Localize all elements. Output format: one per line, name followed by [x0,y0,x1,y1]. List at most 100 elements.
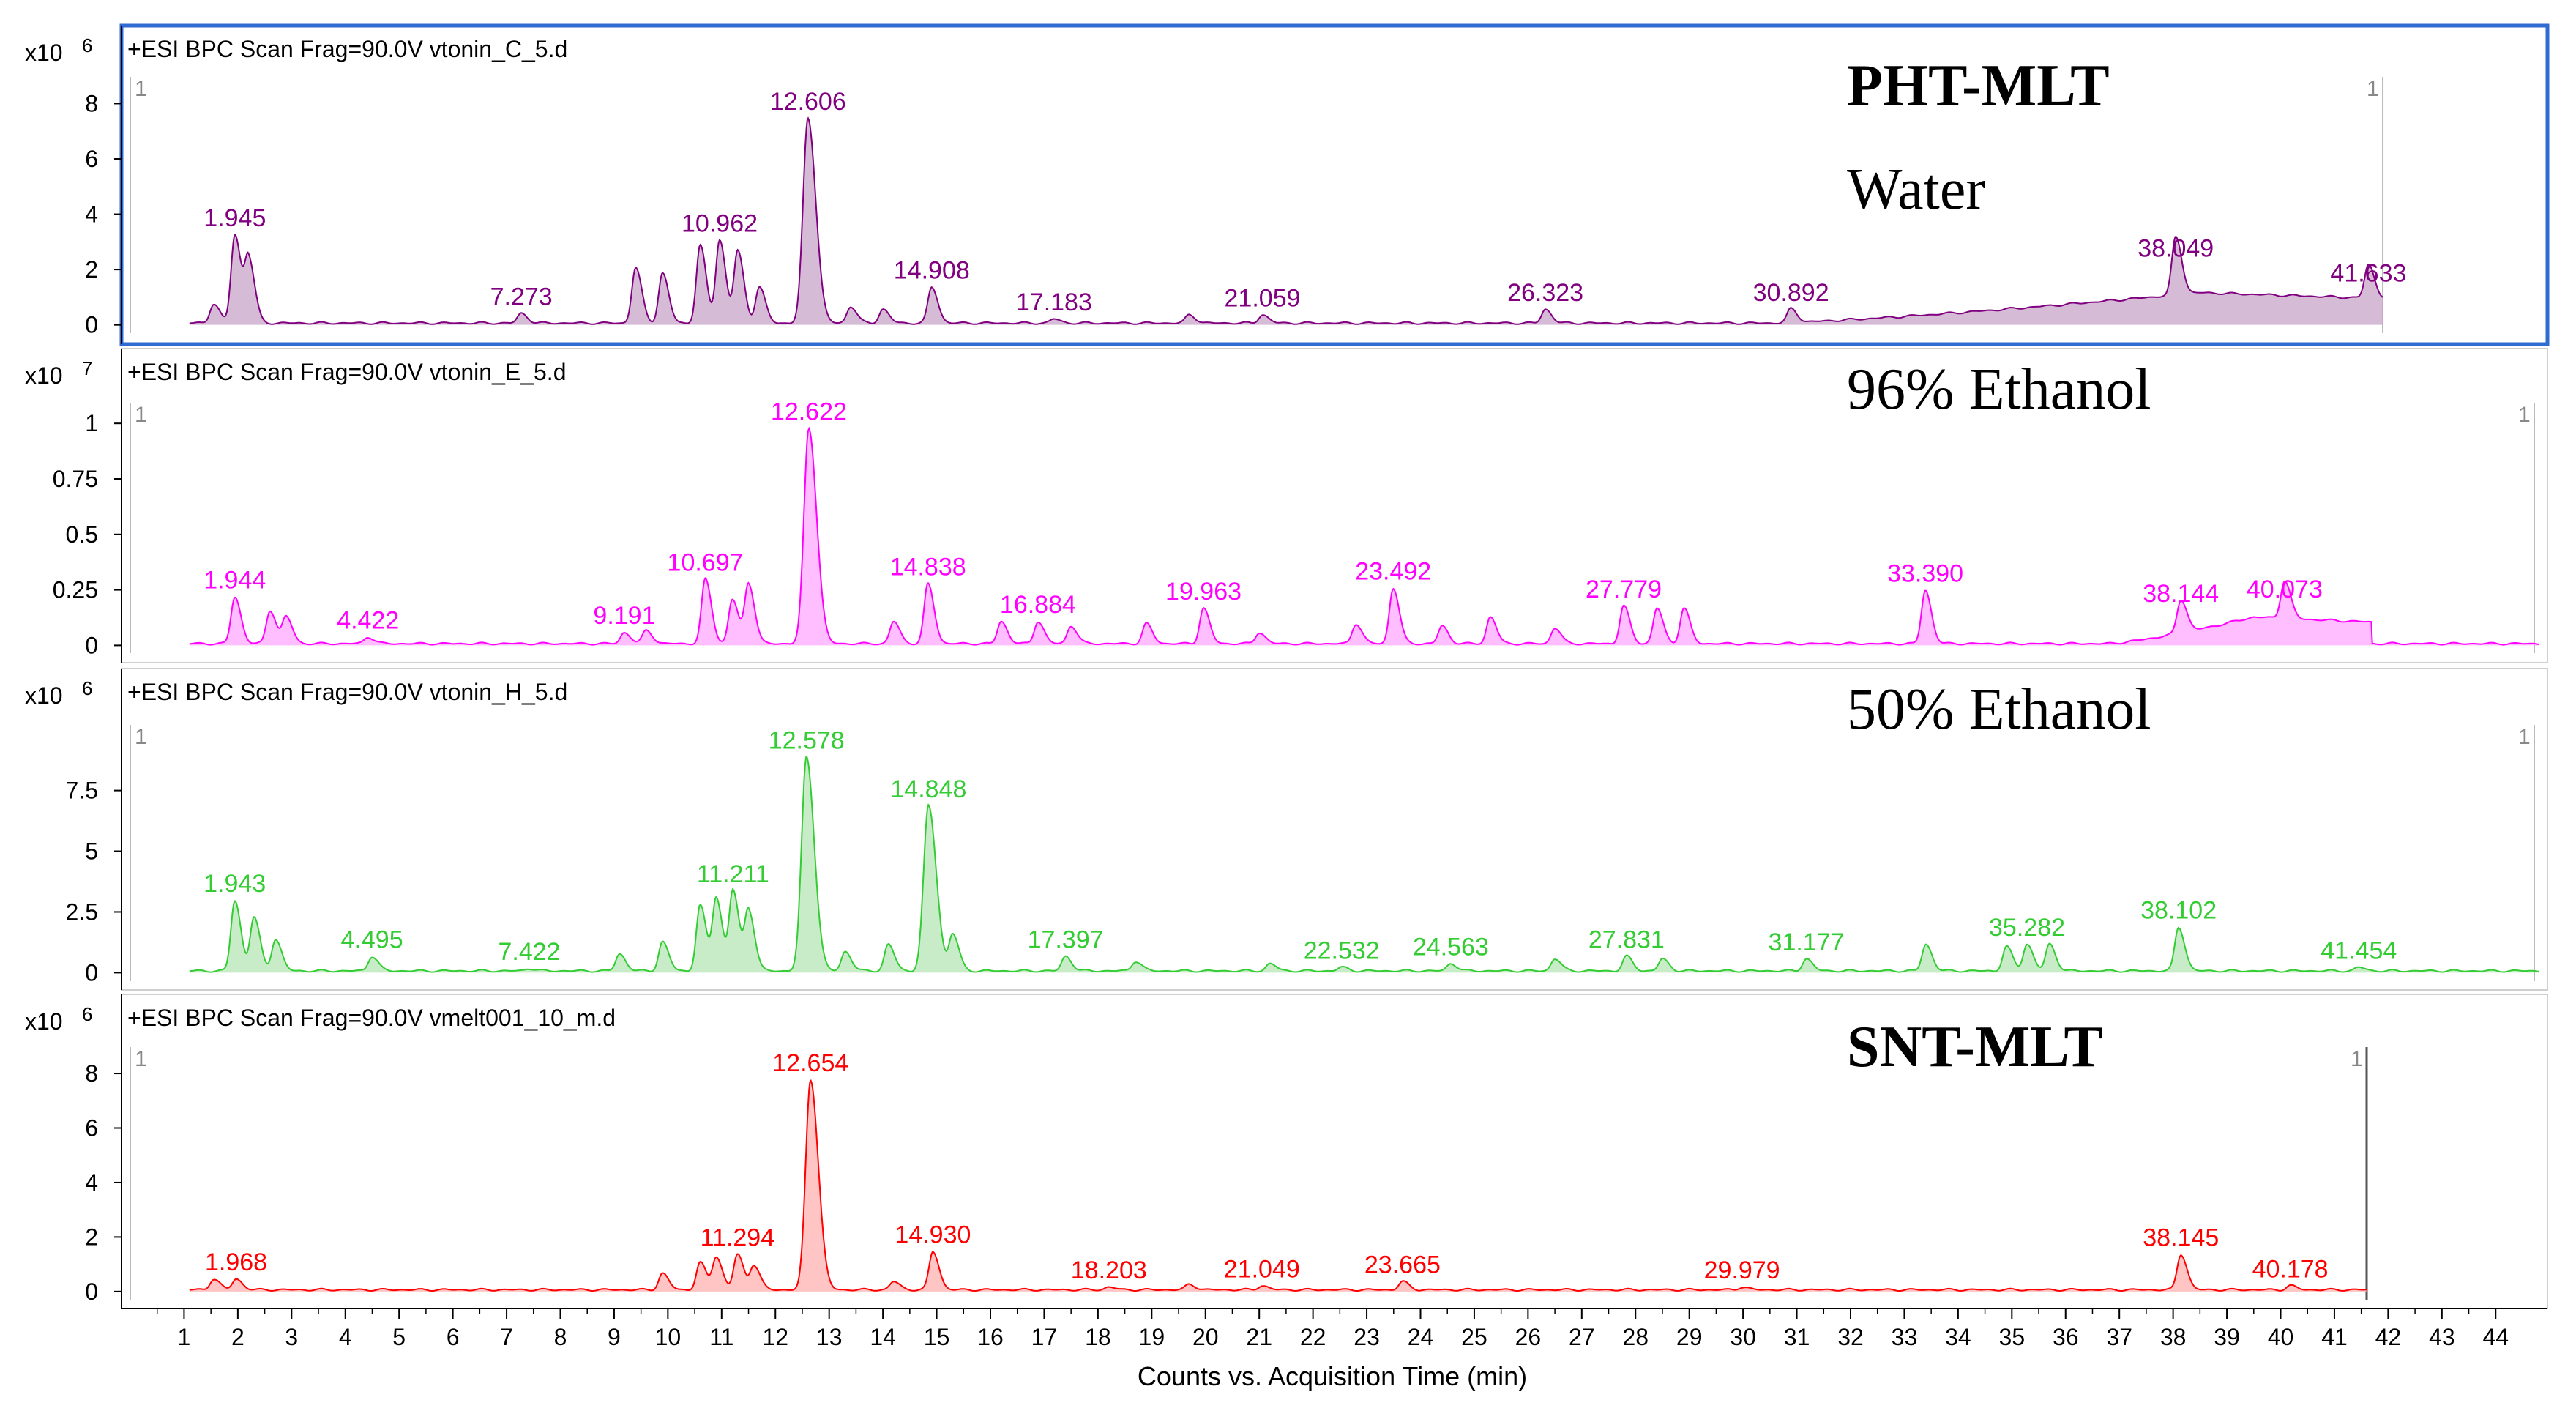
y-scale-exponent: 6 [82,1003,92,1025]
chromatogram-panel-snt: x10 6 +ESI BPC Scan Frag=90.0V vmelt001_10… [25,994,2548,1309]
group-label: PHT-MLT [1847,53,2110,118]
y-tick-label: 8 [85,90,98,116]
series-area [189,118,2383,325]
y-tick-label: 0.75 [53,466,98,492]
panel-title: +ESI BPC Scan Frag=90.0V vmelt001_10_m.d [127,1005,616,1031]
x-tick-label: 10 [655,1324,682,1350]
x-tick-label: 36 [2053,1324,2079,1350]
series-line [189,756,2539,973]
range-marker-label: 1 [135,725,147,749]
x-axis: 1 2 3 4 5 6 7 8 9 10 11 12 13 14 15 16 17 18 19 20 21 22 23 24 2… [122,1308,2547,1391]
range-marker-label: 1 [2518,403,2531,427]
peak-label: 12.622 [771,398,847,425]
x-tick-label: 35 [1999,1324,2026,1350]
y-scale-base: x10 [25,362,63,389]
peak-label: 10.697 [668,548,744,576]
x-tick-label: 14 [870,1324,896,1350]
x-tick-label: 5 [392,1324,406,1350]
solvent-label: 96% Ethanol [1847,357,2151,422]
solvent-label: 50% Ethanol [1847,677,2151,742]
y-tick-label: 4 [85,1169,98,1196]
peak-label: 1.945 [204,204,266,232]
x-tick-label: 15 [924,1324,950,1350]
peak-label: 24.563 [1413,933,1489,961]
peak-label: 9.191 [593,602,655,630]
x-tick-label: 19 [1139,1324,1165,1350]
peak-label: 11.211 [697,860,769,888]
y-scale-exponent: 7 [82,357,92,379]
y-scale-base: x10 [25,1008,63,1035]
peak-label: 26.323 [1507,279,1583,307]
peak-label: 4.495 [341,926,403,953]
x-tick-label: 7 [500,1324,513,1350]
x-axis-title: Counts vs. Acquisition Time (min) [1138,1361,1527,1391]
x-tick-label: 11 [709,1324,733,1350]
panel-title: +ESI BPC Scan Frag=90.0V vtonin_E_5.d [127,359,566,385]
y-scale-base: x10 [25,40,63,66]
peak-label: 31.177 [1769,928,1845,956]
x-tick-label: 2 [231,1324,244,1350]
x-tick-label: 13 [816,1324,843,1350]
peak-label: 4.422 [337,606,399,634]
group-label: SNT-MLT [1847,1015,2103,1079]
x-tick-label: 9 [608,1324,621,1350]
x-tick-label: 12 [762,1324,788,1350]
y-tick-label: 2 [85,1224,98,1250]
x-tick-label: 20 [1192,1324,1219,1350]
y-tick-label: 0.25 [53,577,98,603]
peak-label: 18.203 [1071,1257,1147,1284]
x-tick-label: 1 [178,1324,191,1350]
x-tick-label: 16 [977,1324,1004,1350]
y-tick-label: 1 [85,410,98,436]
x-tick-label: 37 [2106,1324,2132,1350]
x-tick-label: 42 [2375,1324,2402,1350]
peak-label: 21.059 [1225,284,1301,312]
chromatogram-panel-water: x10 6 +ESI BPC Scan Frag=90.0V vtonin_C_5.… [25,23,2550,346]
peak-label: 40.073 [2247,576,2323,603]
x-tick-label: 39 [2214,1324,2240,1350]
x-tick-label: 29 [1676,1324,1703,1350]
x-tick-label: 38 [2160,1324,2187,1350]
series-line [189,426,2539,646]
y-tick-label: 2 [85,256,98,283]
peak-label: 12.654 [772,1049,848,1077]
x-tick-label: 18 [1085,1324,1111,1350]
x-tick-label: 4 [339,1324,352,1350]
x-tick-label: 17 [1031,1324,1058,1350]
x-tick-label: 21 [1246,1324,1272,1350]
peak-label: 27.831 [1588,926,1665,953]
x-tick-label: 43 [2429,1324,2455,1350]
range-marker-label: 1 [135,1047,147,1071]
peak-label: 19.963 [1165,578,1242,606]
x-tick-label: 27 [1569,1324,1595,1350]
x-tick-label: 25 [1461,1324,1487,1350]
peak-label: 14.848 [890,775,966,803]
x-tick-label: 30 [1730,1324,1756,1350]
y-scale-exponent: 6 [82,677,92,699]
y-tick-label: 6 [85,1115,98,1142]
peak-label: 17.183 [1016,289,1092,316]
x-tick-label: 40 [2268,1324,2294,1350]
y-tick-label: 0 [85,959,98,986]
series-line [189,1079,2367,1292]
panel-title: +ESI BPC Scan Frag=90.0V vtonin_H_5.d [127,679,567,705]
peak-label: 1.943 [204,870,266,898]
x-tick-label: 44 [2482,1324,2509,1350]
x-tick-label: 3 [285,1324,298,1350]
y-scale-exponent: 6 [82,34,92,56]
peak-label: 14.838 [890,554,966,581]
x-tick-label: 32 [1837,1324,1864,1350]
y-scale-base: x10 [25,682,63,709]
peak-label: 40.178 [2252,1255,2329,1283]
peak-label: 7.273 [490,283,553,310]
peak-label: 35.282 [1989,914,2065,942]
y-tick-label: 0.5 [66,521,98,548]
peak-label: 23.492 [1355,558,1431,586]
range-marker-label: 1 [2367,77,2379,101]
peak-label: 38.144 [2143,580,2219,608]
chromatogram-panel-ethanol50: x10 6 +ESI BPC Scan Frag=90.0V vtonin_H_5.… [25,668,2548,991]
peak-label: 29.979 [1704,1257,1780,1284]
y-tick-label: 2.5 [66,898,98,925]
peak-label: 10.962 [682,209,758,237]
peak-label: 12.578 [769,726,845,754]
